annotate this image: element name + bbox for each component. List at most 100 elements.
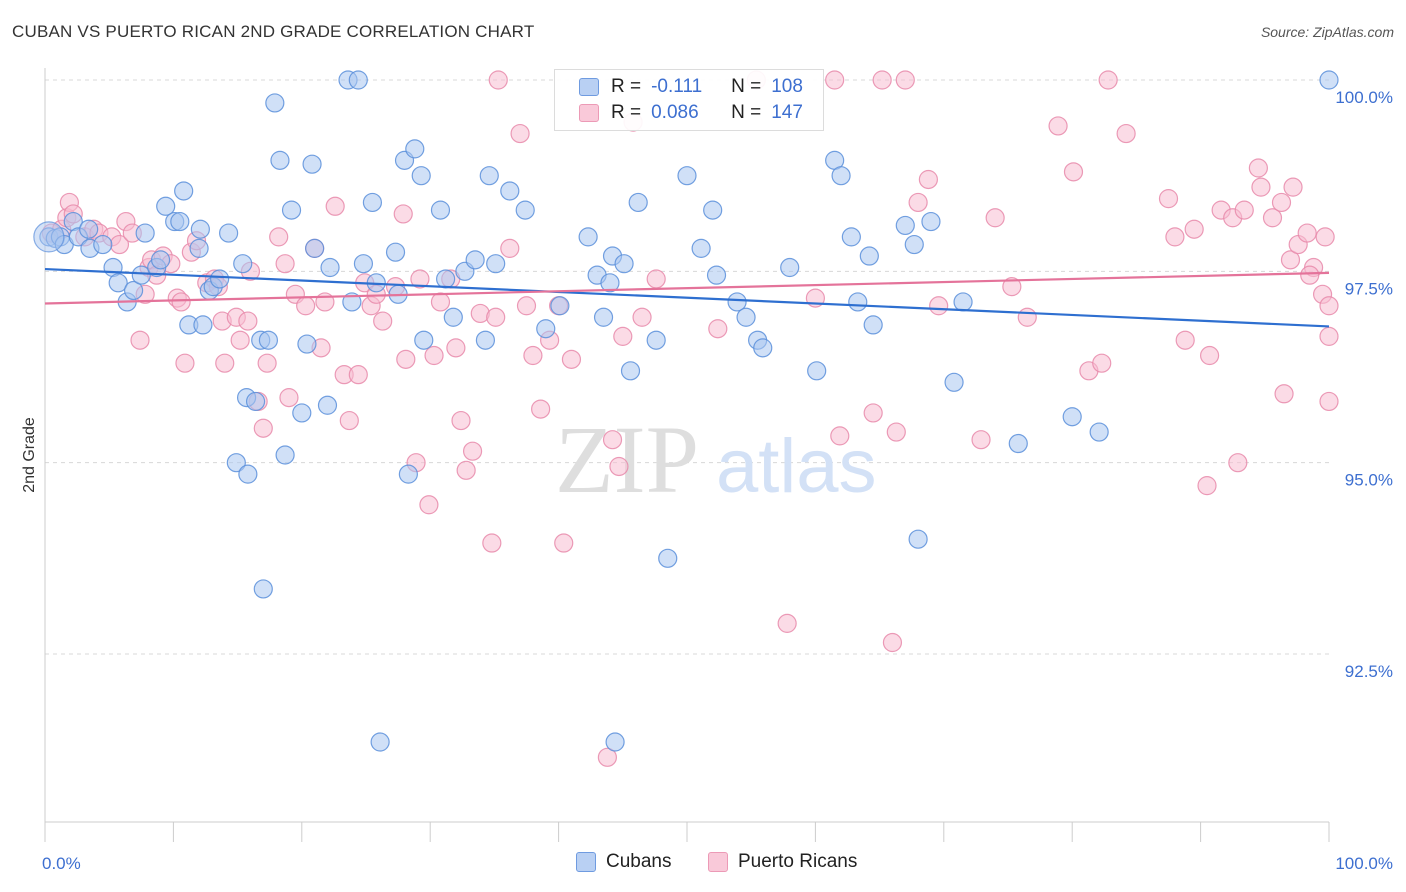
puerto-rican-point bbox=[971, 430, 991, 450]
cuban-point bbox=[727, 292, 747, 312]
puerto-rican-point bbox=[238, 311, 258, 331]
legend-row-puerto-ricans: R = 0.086 N = 147 bbox=[579, 101, 803, 125]
y-tick-label: 100.0% bbox=[1335, 88, 1393, 107]
cuban-point bbox=[414, 330, 434, 350]
cuban-point bbox=[370, 732, 390, 752]
cuban-point bbox=[536, 319, 556, 339]
cuban-point bbox=[348, 70, 368, 90]
puerto-rican-point bbox=[1165, 227, 1185, 247]
cuban-point bbox=[317, 395, 338, 415]
series-legend-label-puerto-ricans: Puerto Ricans bbox=[738, 851, 858, 872]
cuban-point bbox=[265, 93, 285, 113]
cuban-point bbox=[245, 391, 266, 412]
puerto-rican-point bbox=[929, 296, 949, 316]
cuban-point bbox=[475, 330, 496, 350]
puerto-rican-point bbox=[1017, 307, 1037, 327]
legend-swatch-puerto-ricans bbox=[579, 104, 599, 122]
cuban-point bbox=[908, 529, 928, 549]
puerto-rican-point bbox=[516, 296, 537, 316]
puerto-rican-point bbox=[1262, 208, 1283, 228]
cuban-point bbox=[405, 139, 425, 159]
puerto-rican-point bbox=[296, 296, 316, 316]
cuban-point bbox=[848, 292, 868, 312]
puerto-rican-point bbox=[1251, 177, 1271, 197]
series-cubans bbox=[39, 70, 1339, 752]
axes bbox=[44, 68, 1330, 842]
cuban-point bbox=[93, 234, 113, 255]
cuban-point bbox=[292, 403, 312, 423]
legend-r-value-puerto-ricans: 0.086 bbox=[651, 102, 699, 123]
cuban-point bbox=[436, 269, 456, 289]
correlation-legend: R = -0.111 N = 108 R = 0.086 N = 147 bbox=[554, 69, 824, 131]
puerto-rican-point bbox=[872, 70, 892, 90]
cuban-point bbox=[658, 548, 678, 568]
cuban-point bbox=[156, 196, 176, 216]
cuban-point bbox=[297, 334, 317, 354]
legend-n-value-cubans: 108 bbox=[771, 76, 803, 97]
cuban-point bbox=[342, 292, 362, 312]
puerto-rican-point bbox=[1319, 296, 1339, 316]
puerto-rican-point bbox=[424, 345, 444, 366]
puerto-rican-point bbox=[863, 403, 883, 423]
cuban-point bbox=[353, 254, 374, 274]
cuban-point bbox=[219, 223, 239, 243]
cuban-point bbox=[302, 154, 322, 174]
cuban-point bbox=[841, 227, 861, 247]
series-legend-swatch-puerto-ricans bbox=[708, 852, 728, 872]
legend-swatch-cubans bbox=[579, 78, 599, 96]
puerto-rican-point bbox=[1297, 223, 1317, 243]
cuban-point bbox=[275, 445, 295, 465]
series-points bbox=[33, 70, 1339, 767]
puerto-rican-point bbox=[561, 349, 582, 369]
cuban-point bbox=[233, 254, 253, 274]
y-tick-label: 95.0% bbox=[1345, 471, 1393, 490]
puerto-rican-point bbox=[1271, 192, 1292, 213]
cuban-point bbox=[620, 361, 641, 381]
puerto-rican-point bbox=[279, 388, 299, 408]
puerto-rican-point bbox=[456, 460, 476, 480]
series-legend-puerto-ricans[interactable]: Puerto Ricans bbox=[708, 851, 857, 873]
puerto-rican-trend-line bbox=[44, 271, 1330, 305]
puerto-rican-point bbox=[1228, 453, 1248, 473]
tick-labels: 100.0% 97.5% 95.0% 92.5% 0.0% 100.0% bbox=[42, 88, 1393, 873]
puerto-rican-point bbox=[348, 365, 368, 385]
puerto-rican-point bbox=[708, 319, 728, 339]
puerto-rican-point bbox=[482, 533, 502, 553]
cuban-point bbox=[108, 273, 128, 293]
cuban-point bbox=[170, 211, 190, 232]
cuban-point bbox=[190, 219, 210, 239]
cuban-point bbox=[320, 257, 340, 278]
cuban-point bbox=[736, 307, 756, 327]
y-tick-label: 92.5% bbox=[1345, 662, 1393, 681]
cuban-point bbox=[628, 192, 648, 213]
cuban-point bbox=[479, 166, 499, 186]
puerto-rican-point bbox=[777, 613, 797, 633]
puerto-rican-point bbox=[373, 311, 393, 331]
cuban-point bbox=[189, 238, 209, 258]
cuban-point bbox=[305, 238, 325, 258]
cuban-point bbox=[486, 254, 506, 274]
puerto-rican-point bbox=[339, 410, 359, 431]
puerto-rican-point bbox=[1184, 219, 1204, 239]
series-legend-cubans[interactable]: Cubans bbox=[576, 851, 672, 873]
puerto-rican-point bbox=[882, 632, 903, 653]
cuban-point bbox=[174, 181, 194, 201]
cuban-point bbox=[193, 315, 213, 335]
chart-title: CUBAN VS PUERTO RICAN 2ND GRADE CORRELAT… bbox=[12, 22, 535, 41]
legend-r-label: R = bbox=[611, 76, 642, 97]
series-legend: Cubans Puerto Ricans bbox=[0, 851, 1406, 877]
puerto-rican-point bbox=[130, 330, 150, 350]
puerto-rican-point bbox=[175, 353, 195, 373]
cuban-point bbox=[944, 372, 964, 392]
cuban-point bbox=[895, 215, 915, 236]
puerto-rican-point bbox=[1197, 476, 1217, 496]
x-tick-label: 0.0% bbox=[42, 854, 81, 873]
cuban-point bbox=[258, 330, 279, 350]
puerto-rican-point bbox=[1315, 227, 1335, 247]
puerto-rican-point bbox=[1063, 162, 1084, 182]
puerto-rican-point bbox=[886, 422, 906, 442]
puerto-rican-point bbox=[609, 456, 629, 477]
cuban-point bbox=[921, 211, 941, 232]
puerto-rican-point bbox=[1234, 200, 1254, 220]
